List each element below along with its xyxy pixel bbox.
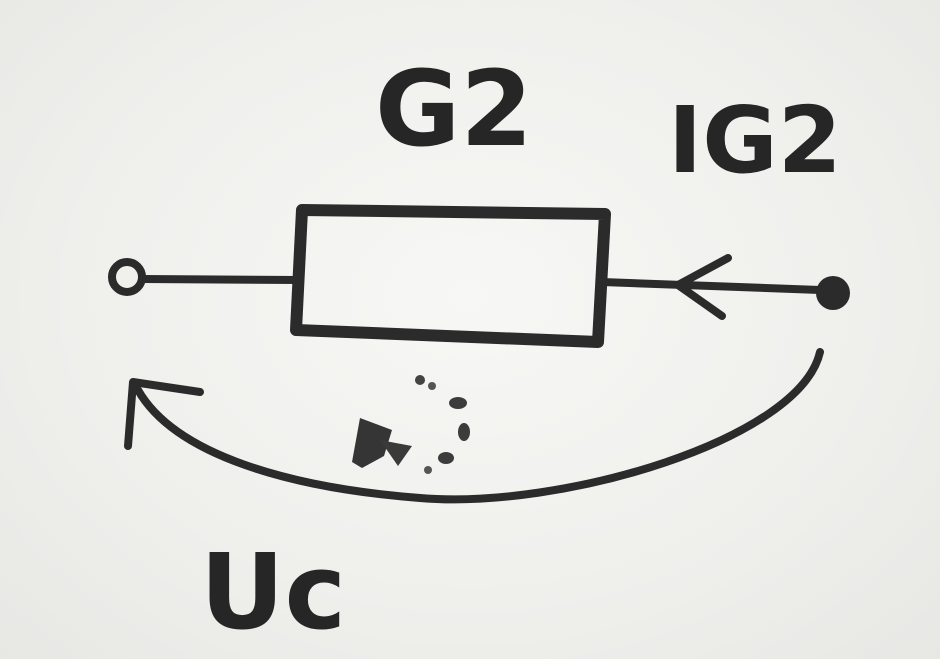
resistor-box [290, 204, 611, 348]
voltage-label: Uc [200, 531, 346, 653]
resistor-label: G2 [375, 48, 533, 170]
voltage-arrow-icon [124, 378, 204, 450]
voltage-arc [134, 348, 824, 504]
right-wire [598, 278, 824, 294]
scribble-marks [352, 375, 470, 474]
right-terminal [816, 276, 850, 310]
current-arrow-icon [674, 254, 732, 320]
current-label: IG2 [668, 87, 842, 194]
left-wire [138, 275, 304, 284]
left-terminal [108, 258, 146, 296]
